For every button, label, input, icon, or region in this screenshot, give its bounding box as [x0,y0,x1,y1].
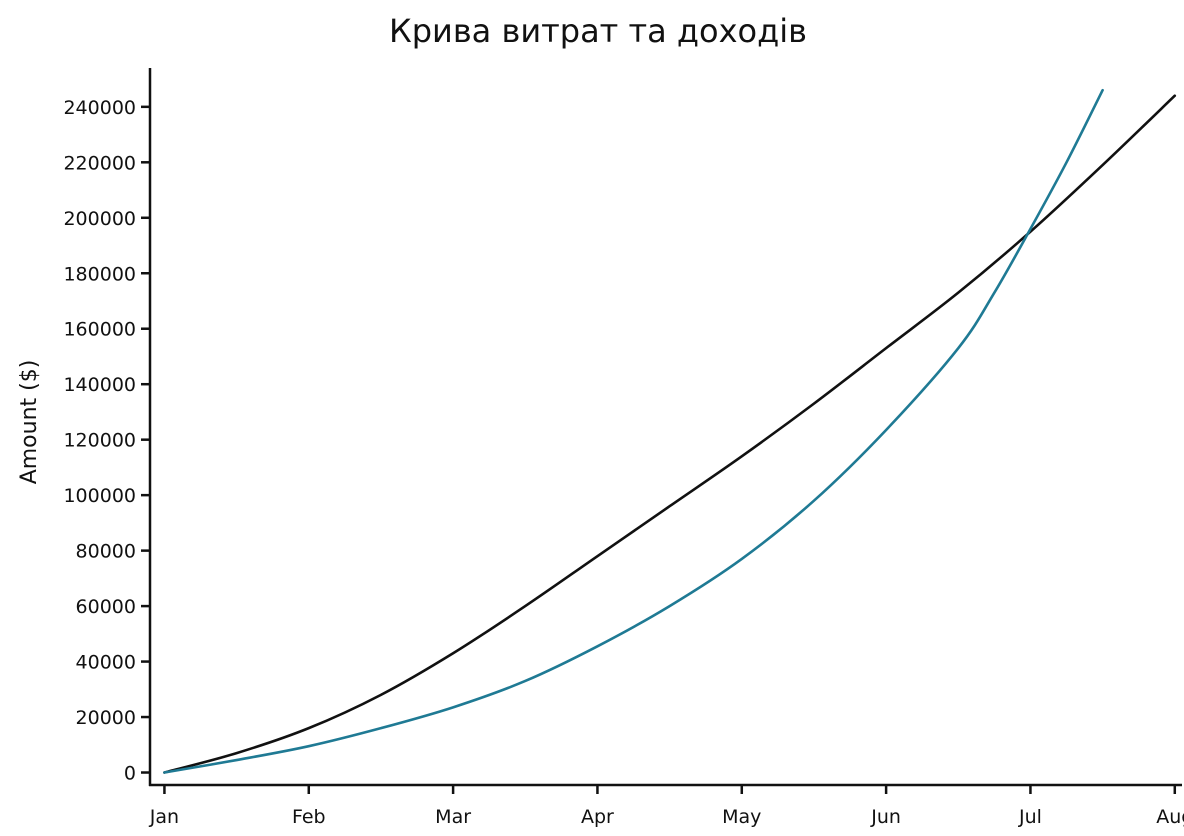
y-tick-label: 0 [124,763,136,785]
y-tick-label: 200000 [63,208,136,230]
x-tick-label: Jun [870,806,901,828]
series-line-2 [163,88,1104,774]
series-layer [163,88,1177,774]
y-tick-label: 120000 [63,430,136,452]
x-tick-label: Aug [1156,806,1184,828]
y-tick-label: 40000 [76,652,136,674]
axes-layer: 0 20000 40000 60000 80000 100000 120000 140000 1… [63,68,1184,828]
y-tick-label: 220000 [63,152,136,174]
x-tick-label: Mar [435,806,471,828]
chart-title: Крива витрат та доходів [389,12,807,50]
y-tick-label: 80000 [76,541,136,563]
x-tick-label: Feb [292,806,326,828]
y-tick-label: 240000 [63,97,136,119]
y-tick-label: 180000 [63,263,136,285]
y-tick-label: 60000 [76,596,136,618]
y-tick-label: 140000 [63,374,136,396]
y-tick-label: 20000 [76,707,136,729]
x-tick-label: Apr [581,806,614,828]
y-tick-label: 100000 [63,485,136,507]
x-tick-label: Jan [149,806,179,828]
x-tick-label: Jul [1018,806,1042,828]
y-tick-label: 160000 [63,319,136,341]
series-line-1 [163,94,1177,774]
x-tick-label: May [722,806,761,828]
y-axis-label: Amount ($) [17,360,42,485]
